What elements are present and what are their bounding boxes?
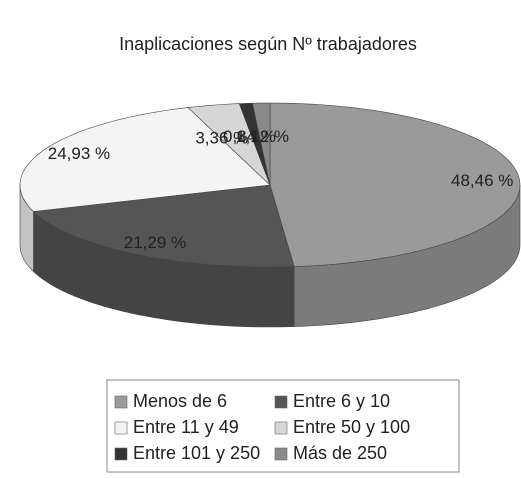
data-label: 1,12 % [236,127,289,146]
legend-label: Menos de 6 [133,391,227,411]
slice [269,102,521,267]
legend-swatch [274,395,288,409]
data-label: 0,84 % [223,127,276,146]
legend-label: Entre 50 y 100 [293,417,410,437]
legend-swatch [274,421,288,435]
legend-label: Entre 6 y 10 [293,391,390,411]
chart-title: Inaplicaciones según Nº trabajadores [119,34,417,54]
legend-label: Entre 11 y 49 [133,417,239,437]
legend-swatch [114,447,128,461]
legend-label: Más de 250 [293,443,387,463]
data-label: 21,29 % [124,233,186,252]
legend-swatch [114,421,128,435]
legend-swatch [114,395,128,409]
slice [187,103,271,186]
legend-swatch [274,447,288,461]
data-label: 24,93 % [48,144,110,163]
slice [19,107,271,212]
legend-label: Entre 101 y 250 [133,443,260,463]
slice [252,102,271,186]
data-label: 3,36 % [195,129,248,148]
slice [32,184,295,268]
data-label: 48,46 % [451,171,513,190]
